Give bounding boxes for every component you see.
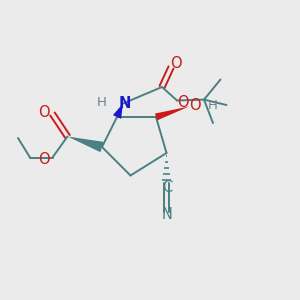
Text: O: O [38, 105, 49, 120]
Text: H: H [97, 95, 107, 109]
Text: O: O [177, 95, 189, 110]
Text: O: O [189, 98, 201, 113]
Polygon shape [155, 106, 189, 120]
Text: H: H [208, 99, 218, 112]
Text: N: N [162, 207, 173, 222]
Text: C: C [162, 180, 172, 195]
Text: O: O [38, 152, 49, 167]
Text: O: O [170, 56, 181, 70]
Polygon shape [68, 136, 104, 152]
Polygon shape [113, 103, 123, 119]
Text: N: N [118, 96, 131, 111]
